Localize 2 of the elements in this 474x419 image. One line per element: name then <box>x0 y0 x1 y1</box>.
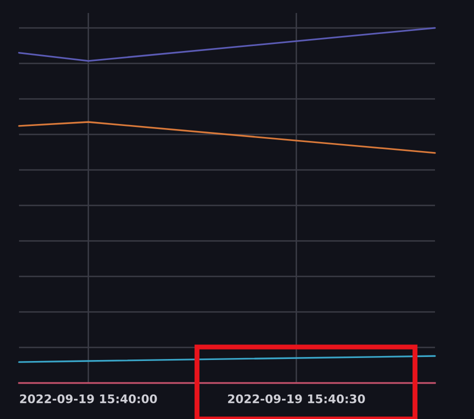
x-tick-label: 2022-09-19 15:40:00 <box>20 394 157 404</box>
x-tick-label: 2022-09-19 15:40:30 <box>228 394 365 404</box>
